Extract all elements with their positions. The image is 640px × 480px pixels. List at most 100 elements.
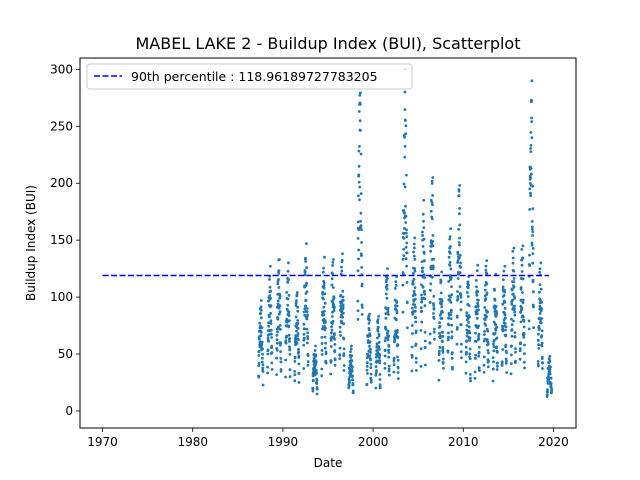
data-point <box>529 144 533 147</box>
data-point <box>330 315 334 318</box>
data-point <box>412 299 416 303</box>
data-point <box>369 380 373 384</box>
data-point <box>378 359 382 362</box>
data-point <box>321 290 324 294</box>
data-point <box>540 301 543 304</box>
data-point <box>538 283 542 286</box>
data-point <box>376 326 380 329</box>
data-point <box>459 295 463 299</box>
data-point <box>266 336 270 340</box>
data-point <box>502 278 505 282</box>
data-point <box>531 225 534 229</box>
data-point <box>376 329 380 333</box>
data-point <box>483 318 487 322</box>
data-point <box>369 362 373 366</box>
data-point <box>350 359 354 363</box>
data-point <box>518 349 522 353</box>
data-point <box>403 185 407 189</box>
data-point <box>422 252 426 255</box>
data-point <box>288 368 292 372</box>
data-point <box>495 325 499 329</box>
data-point <box>540 329 544 333</box>
data-point <box>314 344 317 348</box>
data-point <box>503 311 506 315</box>
x-tick-label: 2020 <box>538 435 569 449</box>
data-point <box>395 309 399 312</box>
data-point <box>314 360 318 363</box>
data-point <box>293 360 297 363</box>
x-tick-label: 1980 <box>177 435 208 449</box>
data-point <box>447 331 450 335</box>
data-point <box>530 227 534 231</box>
data-point <box>376 336 379 340</box>
data-point <box>277 312 281 316</box>
data-point <box>377 348 381 351</box>
data-point <box>341 298 345 302</box>
data-point <box>413 309 417 313</box>
data-point <box>360 266 364 269</box>
data-point <box>332 296 336 300</box>
data-point <box>340 265 343 269</box>
data-point <box>383 354 387 358</box>
data-point <box>257 337 261 341</box>
data-point <box>304 260 307 263</box>
data-point <box>278 310 282 314</box>
data-point <box>421 270 424 274</box>
data-point <box>510 302 514 306</box>
data-point <box>374 373 378 377</box>
data-point <box>429 249 432 253</box>
data-point <box>411 332 414 335</box>
y-tick-label: 50 <box>58 347 73 361</box>
data-point <box>403 90 407 94</box>
data-point <box>475 285 478 289</box>
data-point <box>339 272 343 276</box>
data-point <box>306 360 310 364</box>
data-point <box>458 271 462 274</box>
data-point <box>477 332 481 336</box>
data-point <box>393 287 397 290</box>
y-axis-label: Buildup Index (BUI) <box>24 185 38 301</box>
data-point <box>513 335 517 338</box>
data-point <box>495 310 498 314</box>
data-point <box>477 346 481 349</box>
data-point <box>303 327 306 331</box>
data-point <box>315 378 319 382</box>
data-point <box>341 289 345 293</box>
data-point <box>384 292 388 296</box>
data-point <box>315 392 319 396</box>
data-point <box>356 299 360 303</box>
data-point <box>275 356 279 360</box>
data-point <box>260 343 264 347</box>
data-point <box>432 294 436 298</box>
data-point <box>537 347 541 350</box>
data-point <box>315 387 319 391</box>
data-point <box>467 321 470 324</box>
data-point <box>305 242 308 246</box>
data-point <box>531 247 535 250</box>
data-point <box>257 354 261 357</box>
data-point <box>483 330 486 333</box>
data-point <box>527 319 531 323</box>
data-point <box>522 332 526 336</box>
data-point <box>387 351 391 354</box>
data-point <box>529 147 532 150</box>
data-point <box>529 194 533 198</box>
data-point <box>536 338 540 342</box>
data-point <box>368 354 372 357</box>
data-point <box>413 269 417 273</box>
data-point <box>521 298 525 302</box>
data-point <box>440 317 444 320</box>
data-point <box>486 342 490 346</box>
data-point <box>269 264 272 268</box>
data-point <box>267 321 270 325</box>
data-point <box>430 182 434 185</box>
data-point <box>259 334 263 338</box>
data-point <box>494 328 498 332</box>
data-point <box>469 379 472 383</box>
data-point <box>365 368 369 372</box>
data-point <box>385 287 389 291</box>
data-point <box>329 338 333 342</box>
data-point <box>521 277 525 281</box>
data-point <box>422 226 426 230</box>
data-point <box>384 280 388 284</box>
